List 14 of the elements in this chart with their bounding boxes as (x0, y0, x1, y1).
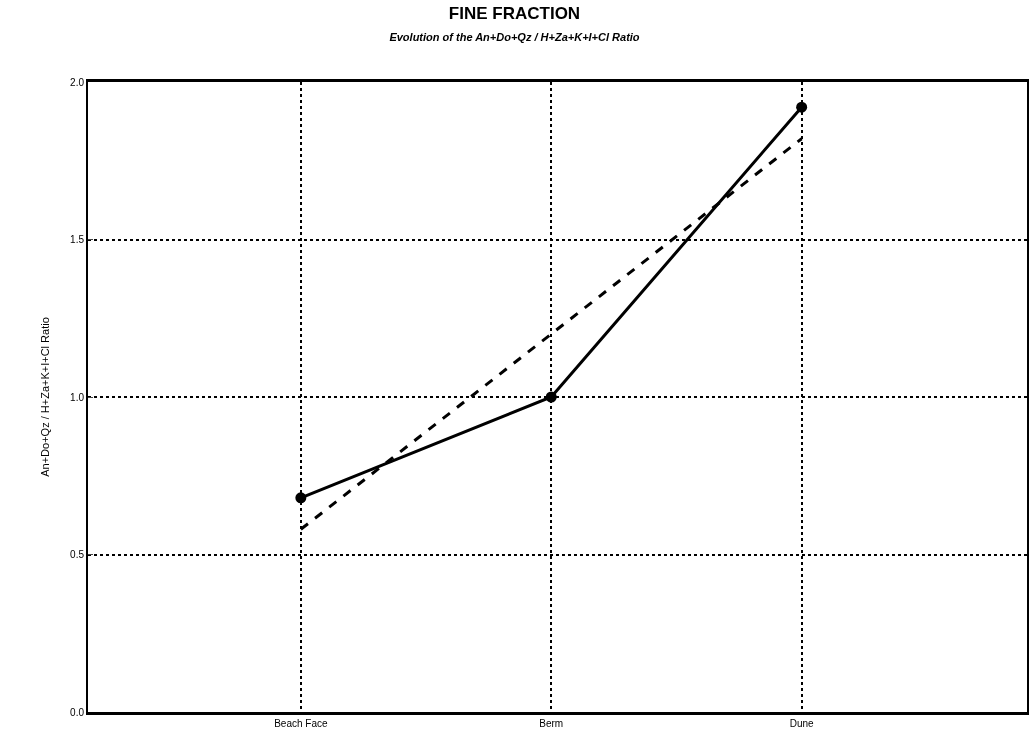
y-axis-title: An+Do+Qz / H+Za+K+I+Cl Ratio (39, 317, 52, 477)
x-tick-label: Berm (539, 718, 564, 729)
x-tick-label: Beach Face (274, 718, 328, 729)
x-tick-label: Dune (789, 718, 815, 729)
chart-title: FINE FRACTION (448, 3, 581, 23)
chart-subtitle: Evolution of the An+Do+Qz / H+Za+K+I+Cl Ratio (389, 30, 640, 43)
y-tick-label: 1.0 (70, 391, 85, 403)
point (796, 101, 808, 113)
y-tick-label: 0.5 (70, 549, 85, 560)
point (295, 492, 307, 504)
point (545, 391, 557, 403)
y-tick-label: 1.5 (70, 234, 85, 245)
y-tick-label: 2.0 (70, 76, 85, 88)
y-tick-label: 0.0 (70, 706, 85, 718)
